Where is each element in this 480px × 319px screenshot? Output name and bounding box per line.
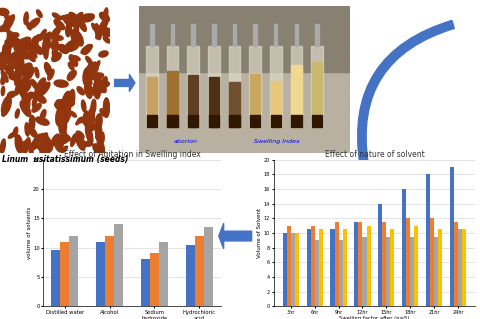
Bar (287, 226, 291, 306)
Ellipse shape (74, 22, 79, 37)
Text: Linum  usitatissimum (seeds): Linum usitatissimum (seeds) (2, 155, 129, 164)
Ellipse shape (1, 86, 5, 96)
Bar (367, 226, 371, 306)
Ellipse shape (76, 131, 84, 139)
Bar (283, 233, 287, 306)
Ellipse shape (51, 37, 58, 48)
Ellipse shape (65, 104, 71, 122)
Ellipse shape (11, 54, 19, 63)
Ellipse shape (11, 52, 15, 63)
Bar (188, 75, 198, 127)
Bar (209, 78, 219, 127)
Ellipse shape (87, 72, 93, 81)
Ellipse shape (99, 24, 103, 33)
Ellipse shape (59, 121, 66, 140)
Bar (410, 236, 414, 306)
Ellipse shape (37, 78, 46, 91)
Bar (271, 81, 281, 127)
Ellipse shape (76, 118, 82, 125)
Ellipse shape (23, 138, 30, 154)
Ellipse shape (62, 91, 71, 110)
Bar (96, 242, 105, 306)
Ellipse shape (82, 100, 86, 112)
Ellipse shape (97, 87, 101, 96)
Ellipse shape (61, 146, 68, 152)
Ellipse shape (0, 24, 9, 32)
Bar (311, 226, 315, 306)
X-axis label: Swelling factor after (n=5)
Time Duration (Hr): Swelling factor after (n=5) Time Duratio… (339, 316, 409, 319)
Ellipse shape (71, 134, 76, 146)
Bar (454, 222, 458, 306)
Ellipse shape (2, 108, 8, 116)
Ellipse shape (1, 96, 11, 115)
Ellipse shape (100, 109, 107, 117)
Ellipse shape (94, 61, 100, 70)
Bar (354, 222, 359, 306)
Ellipse shape (32, 97, 37, 107)
Ellipse shape (32, 37, 38, 51)
Ellipse shape (97, 28, 106, 33)
Ellipse shape (68, 63, 74, 70)
Ellipse shape (95, 114, 102, 131)
Ellipse shape (86, 62, 94, 75)
Ellipse shape (39, 137, 47, 150)
Ellipse shape (0, 51, 8, 60)
Bar (187, 46, 199, 127)
Ellipse shape (44, 32, 51, 41)
Ellipse shape (88, 108, 95, 129)
Bar (204, 227, 213, 306)
Bar (274, 24, 277, 46)
Ellipse shape (51, 134, 60, 146)
Ellipse shape (7, 55, 17, 69)
Ellipse shape (98, 79, 102, 90)
Ellipse shape (71, 31, 74, 42)
Ellipse shape (101, 28, 114, 36)
Ellipse shape (83, 142, 93, 146)
Ellipse shape (88, 124, 96, 131)
Ellipse shape (1, 73, 7, 85)
Ellipse shape (17, 37, 31, 50)
Bar (295, 24, 298, 46)
Bar (208, 46, 220, 127)
Bar (250, 115, 260, 127)
Bar (378, 204, 382, 306)
Ellipse shape (5, 67, 17, 79)
Ellipse shape (101, 132, 104, 142)
Bar (390, 229, 395, 306)
Bar (291, 65, 301, 127)
Bar (271, 115, 281, 127)
Ellipse shape (73, 136, 79, 142)
Bar (270, 46, 282, 127)
Ellipse shape (26, 21, 31, 30)
Ellipse shape (36, 10, 42, 18)
Ellipse shape (28, 92, 38, 99)
Ellipse shape (36, 94, 43, 100)
Ellipse shape (58, 44, 69, 54)
Bar (212, 24, 216, 46)
Ellipse shape (20, 101, 31, 116)
Bar (250, 74, 260, 127)
Bar (312, 115, 322, 127)
Ellipse shape (70, 111, 76, 117)
Bar (338, 240, 343, 306)
Ellipse shape (22, 92, 30, 110)
Ellipse shape (7, 32, 14, 49)
Bar (105, 236, 114, 306)
Bar (331, 229, 335, 306)
Ellipse shape (98, 83, 104, 90)
Ellipse shape (36, 117, 49, 125)
Ellipse shape (83, 68, 90, 85)
Ellipse shape (32, 104, 41, 112)
Bar (159, 242, 168, 306)
Text: aborion: aborion (174, 139, 198, 144)
Ellipse shape (12, 37, 19, 42)
Bar (307, 229, 311, 306)
Ellipse shape (13, 41, 25, 53)
Ellipse shape (96, 122, 102, 140)
Ellipse shape (88, 76, 92, 85)
Ellipse shape (24, 93, 33, 103)
Text: Swelling Index: Swelling Index (253, 139, 300, 144)
Ellipse shape (69, 12, 82, 25)
Bar (60, 242, 69, 306)
Ellipse shape (24, 12, 28, 24)
